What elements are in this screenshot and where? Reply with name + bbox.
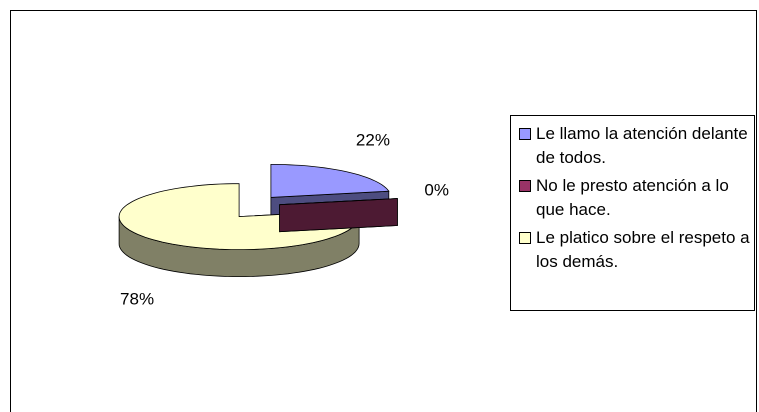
slice xyxy=(279,198,398,206)
slice xyxy=(270,163,390,198)
legend-label: Le platico sobre el respeto a los demás. xyxy=(536,228,750,271)
legend-item: No le presto atención a lo que hace. xyxy=(519,174,758,222)
legend-label: No le presto atención a lo que hace. xyxy=(536,176,729,219)
legend-swatch xyxy=(519,180,531,192)
chart-border xyxy=(10,10,757,412)
slice xyxy=(118,183,360,251)
legend-swatch xyxy=(519,128,531,140)
data-label: 78% xyxy=(120,289,154,308)
data-label: 22% xyxy=(356,131,390,150)
legend: Le llamo la atención delante de todos. No… xyxy=(510,115,755,311)
legend-label: Le llamo la atención delante de todos. xyxy=(536,124,748,167)
legend-item: Le platico sobre el respeto a los demás. xyxy=(519,226,758,274)
data-label: 0% xyxy=(424,180,449,199)
legend-item: Le llamo la atención delante de todos. xyxy=(519,122,758,170)
legend-swatch xyxy=(519,232,531,244)
